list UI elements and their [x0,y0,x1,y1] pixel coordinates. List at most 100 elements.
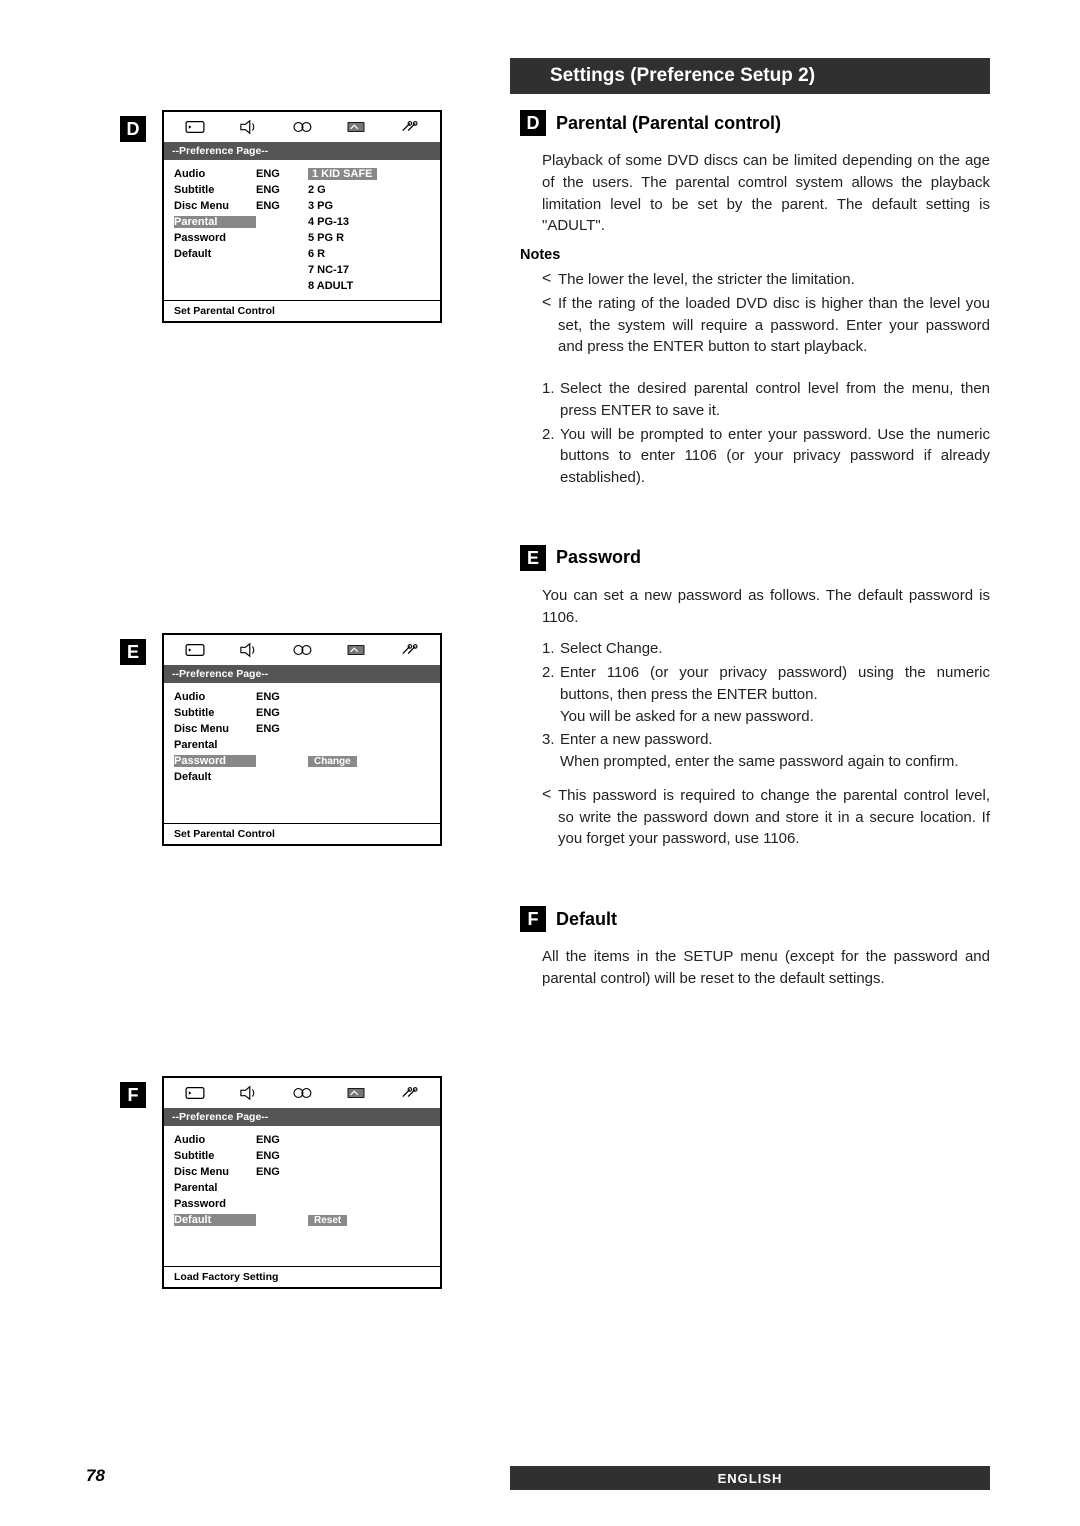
right-column: D Parental (Parental control) Playback o… [500,110,990,1289]
general-icon [183,1084,207,1102]
menu-label: Parental [174,1182,256,1194]
menu-value: ENG [256,1166,306,1178]
step-text: Select Change. [560,638,990,660]
language-bar: ENGLISH [510,1466,990,1490]
menu-body-e: AudioENG SubtitleENG Disc MenuENG Parent… [164,683,440,823]
menu-value: ENG [256,200,306,212]
menu-option: 3 PG [306,200,430,212]
menu-value: ENG [256,707,306,719]
columns: D --Preference Page-- AudioENG1 KID SAFE… [120,110,990,1289]
menu-label: Disc Menu [174,723,256,735]
section-title-f: Default [556,909,617,930]
note-text: The lower the level, the stricter the li… [558,269,990,291]
general-icon [183,641,207,659]
section-f: F Default All the items in the SETUP men… [520,906,990,990]
notes-list-e: <This password is required to change the… [542,785,990,850]
left-block-e: E --Preference Page-- AudioENG SubtitleE… [120,633,500,846]
step-num: 2. [542,662,560,727]
tab-row [164,635,440,665]
preference-icon [344,1084,368,1102]
section-d: D Parental (Parental control) Playback o… [520,110,990,489]
menu-label: Audio [174,168,256,180]
preference-icon [344,118,368,136]
section-letter-f2: F [520,906,546,932]
menu-label: Parental [174,739,256,751]
section-e: E Password You can set a new password as… [520,545,990,850]
menu-option: 5 PG R [306,232,430,244]
menu-label: Default [174,771,256,783]
menu-label: Password [174,755,256,767]
menu-value: ENG [256,1150,306,1162]
menu-label: Disc Menu [174,200,256,212]
menu-option: 1 KID SAFE [306,168,430,180]
tools-icon [397,1084,421,1102]
menu-value: ENG [256,168,306,180]
video-icon [290,118,314,136]
step-num: 3. [542,729,560,773]
speaker-icon [236,1084,260,1102]
step-text: Enter a new password. When prompted, ent… [560,729,990,773]
steps-list-e: 1.Select Change. 2.Enter 1106 (or your p… [542,638,990,773]
tools-icon [397,118,421,136]
menu-label: Parental [174,216,256,228]
menu-label: Subtitle [174,184,256,196]
notes-list-d: <The lower the level, the stricter the l… [542,269,990,358]
step-num: 1. [542,378,560,422]
speaker-icon [236,118,260,136]
notes-label: Notes [520,247,990,263]
tab-row [164,1078,440,1108]
pref-bar: --Preference Page-- [164,142,440,160]
note-text: If the rating of the loaded DVD disc is … [558,293,990,358]
menu-box-d: --Preference Page-- AudioENG1 KID SAFE S… [162,110,442,323]
menu-option: 4 PG-13 [306,216,430,228]
step-text: You will be prompted to enter your passw… [560,424,990,489]
menu-label: Subtitle [174,1150,256,1162]
menu-label: Subtitle [174,707,256,719]
menu-box-f: --Preference Page-- AudioENG SubtitleENG… [162,1076,442,1289]
menu-option: Change [306,755,430,767]
menu-value: ENG [256,691,306,703]
pref-bar: --Preference Page-- [164,665,440,683]
menu-value: ENG [256,723,306,735]
menu-option: 7 NC-17 [306,264,430,276]
pref-bar: --Preference Page-- [164,1108,440,1126]
video-icon [290,1084,314,1102]
menu-option: 6 R [306,248,430,260]
video-icon [290,641,314,659]
menu-option: Reset [306,1214,430,1226]
section-letter-e2: E [520,545,546,571]
section-letter-e: E [120,639,146,665]
left-block-d: D --Preference Page-- AudioENG1 KID SAFE… [120,110,500,323]
left-block-f: F --Preference Page-- AudioENG SubtitleE… [120,1076,500,1289]
page-number: 78 [86,1466,105,1486]
menu-option: 2 G [306,184,430,196]
intro-e: You can set a new password as follows. T… [542,585,990,629]
menu-label: Password [174,1198,256,1210]
step-text: Enter 1106 (or your privacy password) us… [560,662,990,727]
menu-label: Password [174,232,256,244]
menu-footer: Set Parental Control [164,823,440,844]
section-letter-f: F [120,1082,146,1108]
intro-f: All the items in the SETUP menu (except … [542,946,990,990]
bullet-icon: < [542,785,558,850]
menu-footer: Load Factory Setting [164,1266,440,1287]
menu-value: ENG [256,1134,306,1146]
step-text: Select the desired parental control leve… [560,378,990,422]
section-title-e: Password [556,547,641,568]
steps-list-d: 1.Select the desired parental control le… [542,378,990,489]
left-column: D --Preference Page-- AudioENG1 KID SAFE… [120,110,500,1289]
menu-value: ENG [256,184,306,196]
menu-label: Audio [174,691,256,703]
menu-footer: Set Parental Control [164,300,440,321]
step-num: 1. [542,638,560,660]
language-label: ENGLISH [718,1471,783,1486]
section-letter-d: D [120,116,146,142]
speaker-icon [236,641,260,659]
tab-row [164,112,440,142]
section-title-d: Parental (Parental control) [556,113,781,134]
menu-body-d: AudioENG1 KID SAFE SubtitleENG2 G Disc M… [164,160,440,300]
menu-option: 8 ADULT [306,280,430,292]
step-num: 2. [542,424,560,489]
header-title: Settings (Preference Setup 2) [550,65,815,87]
tools-icon [397,641,421,659]
